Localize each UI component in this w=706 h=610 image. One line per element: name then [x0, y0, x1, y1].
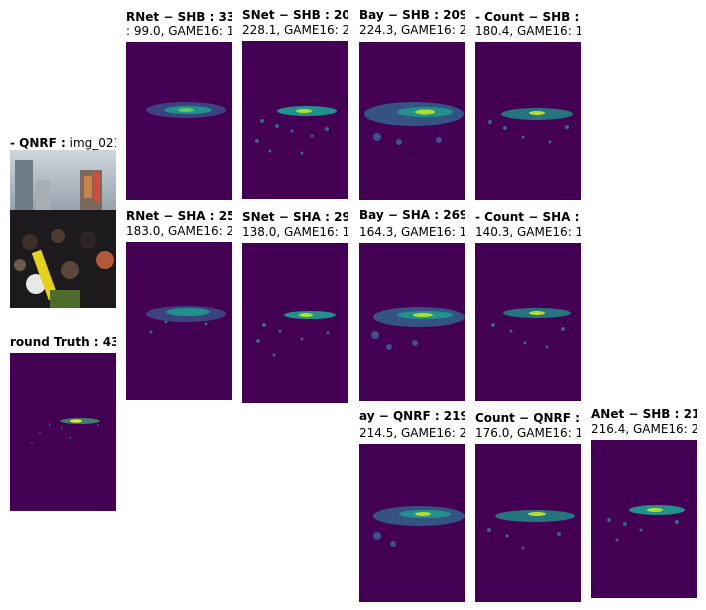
- bay-sha-density-map: [359, 243, 465, 401]
- count-sha-title: - Count − SHA : 2: [475, 210, 581, 224]
- count-sha-metrics: 140.3, GAME16: 1: [475, 225, 581, 239]
- input-title: - QNRF : img_021: [10, 132, 116, 151]
- input-title-bold: - QNRF :: [10, 136, 66, 150]
- bay-qnrf-title: ay − QNRF : 219.: [359, 409, 465, 423]
- ground-truth-title: round Truth : 43: [10, 335, 116, 349]
- bay-sha-title: Bay − SHA : 269.7: [359, 208, 465, 222]
- count-qnrf-title: Count − QNRF : 1: [475, 411, 581, 425]
- mcnn-shb-density-map: [242, 41, 348, 199]
- mcnn-sha-title: SNet − SHA : 296: [242, 210, 348, 224]
- csrnet-sha-metrics: 183.0, GAME16: 2: [126, 224, 232, 238]
- csrnet-shb-metrics: : 99.0, GAME16: 1: [126, 24, 232, 38]
- bay-shb-density-map: [359, 42, 465, 200]
- bay-sha-metrics: 164.3, GAME16: 1: [359, 225, 465, 239]
- bay-qnrf-density-map: [359, 444, 465, 602]
- bay-shb-title: Bay − SHB : 209.7: [359, 8, 465, 22]
- count-shb-metrics: 180.4, GAME16: 1: [475, 24, 581, 38]
- count-qnrf-metrics: 176.0, GAME16: 1: [475, 426, 581, 440]
- mcnn-sha-density-map: [242, 243, 348, 403]
- count-sha-density-map: [475, 243, 581, 401]
- bay-shb-metrics: 224.3, GAME16: 2: [359, 23, 465, 37]
- input-title-rest: img_021: [66, 136, 116, 150]
- count-shb-density-map: [475, 42, 581, 200]
- canet-shb-metrics: 216.4, GAME16: 2: [591, 422, 697, 436]
- canet-shb-density-map: [591, 440, 697, 598]
- csrnet-shb-title: RNet − SHB : 335: [126, 10, 232, 24]
- crowd-photo: [10, 150, 116, 308]
- csrnet-sha-density-map: [126, 242, 232, 400]
- csrnet-shb-density-map: [126, 42, 232, 200]
- count-shb-title: - Count − SHB : 2: [475, 10, 581, 24]
- count-qnrf-density-map: [475, 444, 581, 602]
- ground-truth-density-map: [10, 353, 116, 511]
- csrnet-sha-title: RNet − SHA : 251: [126, 209, 232, 223]
- mcnn-shb-metrics: 228.1, GAME16: 2: [242, 23, 348, 37]
- canet-shb-title: ANet − SHB : 217: [591, 407, 697, 421]
- mcnn-shb-title: SNet − SHB : 205: [242, 8, 348, 22]
- mcnn-sha-metrics: 138.0, GAME16: 1: [242, 225, 348, 239]
- bay-qnrf-metrics: 214.5, GAME16: 2: [359, 426, 465, 440]
